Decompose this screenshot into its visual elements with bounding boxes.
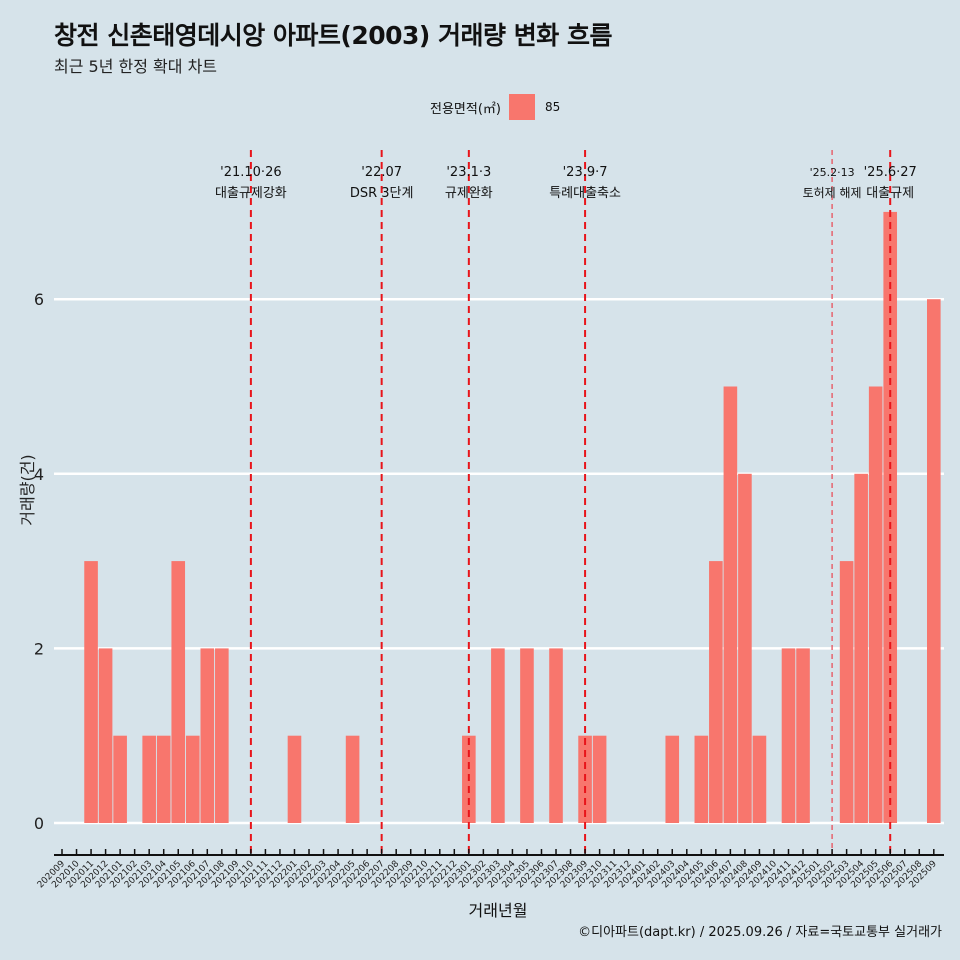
event-lines: '21.10·26 대출규제강화 '22.07 DSR 3단계 '23.1·3 규제완화 '… <box>215 150 917 855</box>
event-label: 대출규제강화 <box>215 186 287 201</box>
event-date: '21.10·26 <box>220 165 281 180</box>
bar <box>709 561 723 823</box>
bar <box>171 561 186 823</box>
bar <box>781 648 796 823</box>
bars <box>84 211 941 823</box>
bar <box>200 648 215 823</box>
y-tick-label: 4 <box>34 465 44 484</box>
bar <box>98 648 113 823</box>
chart-title: 창전 신촌태영데시앙 아파트(2003) 거래량 변화 흐름 <box>54 21 612 50</box>
bar <box>185 735 200 823</box>
y-tick-label: 0 <box>34 814 44 833</box>
chart-subtitle: 최근 5년 한정 확대 차트 <box>54 57 218 76</box>
bar <box>752 735 767 823</box>
bar <box>665 735 680 823</box>
bar <box>723 386 738 823</box>
y-tick-label: 6 <box>34 290 44 309</box>
legend-title: 전용면적(㎡) <box>430 101 501 117</box>
bar <box>883 211 898 823</box>
x-axis-title: 거래년월 <box>468 901 528 920</box>
bar <box>738 473 752 823</box>
event-label: DSR 3단계 <box>350 186 414 201</box>
y-tick-labels: 0 2 4 6 <box>34 290 44 833</box>
bar <box>345 735 360 823</box>
event-date: '25.6·27 <box>864 165 917 180</box>
bar <box>520 648 534 823</box>
bar <box>592 735 607 823</box>
bar <box>156 735 171 823</box>
event-label: 특례대출축소 <box>549 186 621 201</box>
event-label: 토허제 해제 <box>803 186 862 200</box>
bar <box>84 561 98 823</box>
bar <box>215 648 229 823</box>
y-axis-title: 거래량(건) <box>18 454 37 525</box>
bar <box>287 735 302 823</box>
legend: 전용면적(㎡) 85 <box>430 93 560 121</box>
bar <box>927 299 941 823</box>
bar <box>549 648 563 823</box>
event-date: '25.2·13 <box>810 166 855 179</box>
legend-item-label: 85 <box>544 100 561 114</box>
caption: ©디아파트(dapt.kr) / 2025.09.26 / 자료=국토교통부 실… <box>578 925 942 940</box>
bar <box>839 561 854 823</box>
bar <box>694 735 709 823</box>
y-tick-label: 2 <box>34 639 44 658</box>
x-axis: 2020092020102020112020122021012021022021… <box>36 849 944 890</box>
event-date: '22.07 <box>361 165 402 180</box>
event-date: '23.9·7 <box>563 165 608 180</box>
event-label: 대출규제 <box>866 186 914 201</box>
bar <box>113 735 127 823</box>
bar <box>142 735 156 823</box>
bar <box>868 386 883 823</box>
legend-swatch <box>508 94 535 120</box>
event-date: '23.1·3 <box>446 165 491 180</box>
bar <box>491 648 505 823</box>
bar <box>854 473 868 823</box>
event-label: 규제완화 <box>445 186 493 201</box>
bar <box>796 648 810 823</box>
